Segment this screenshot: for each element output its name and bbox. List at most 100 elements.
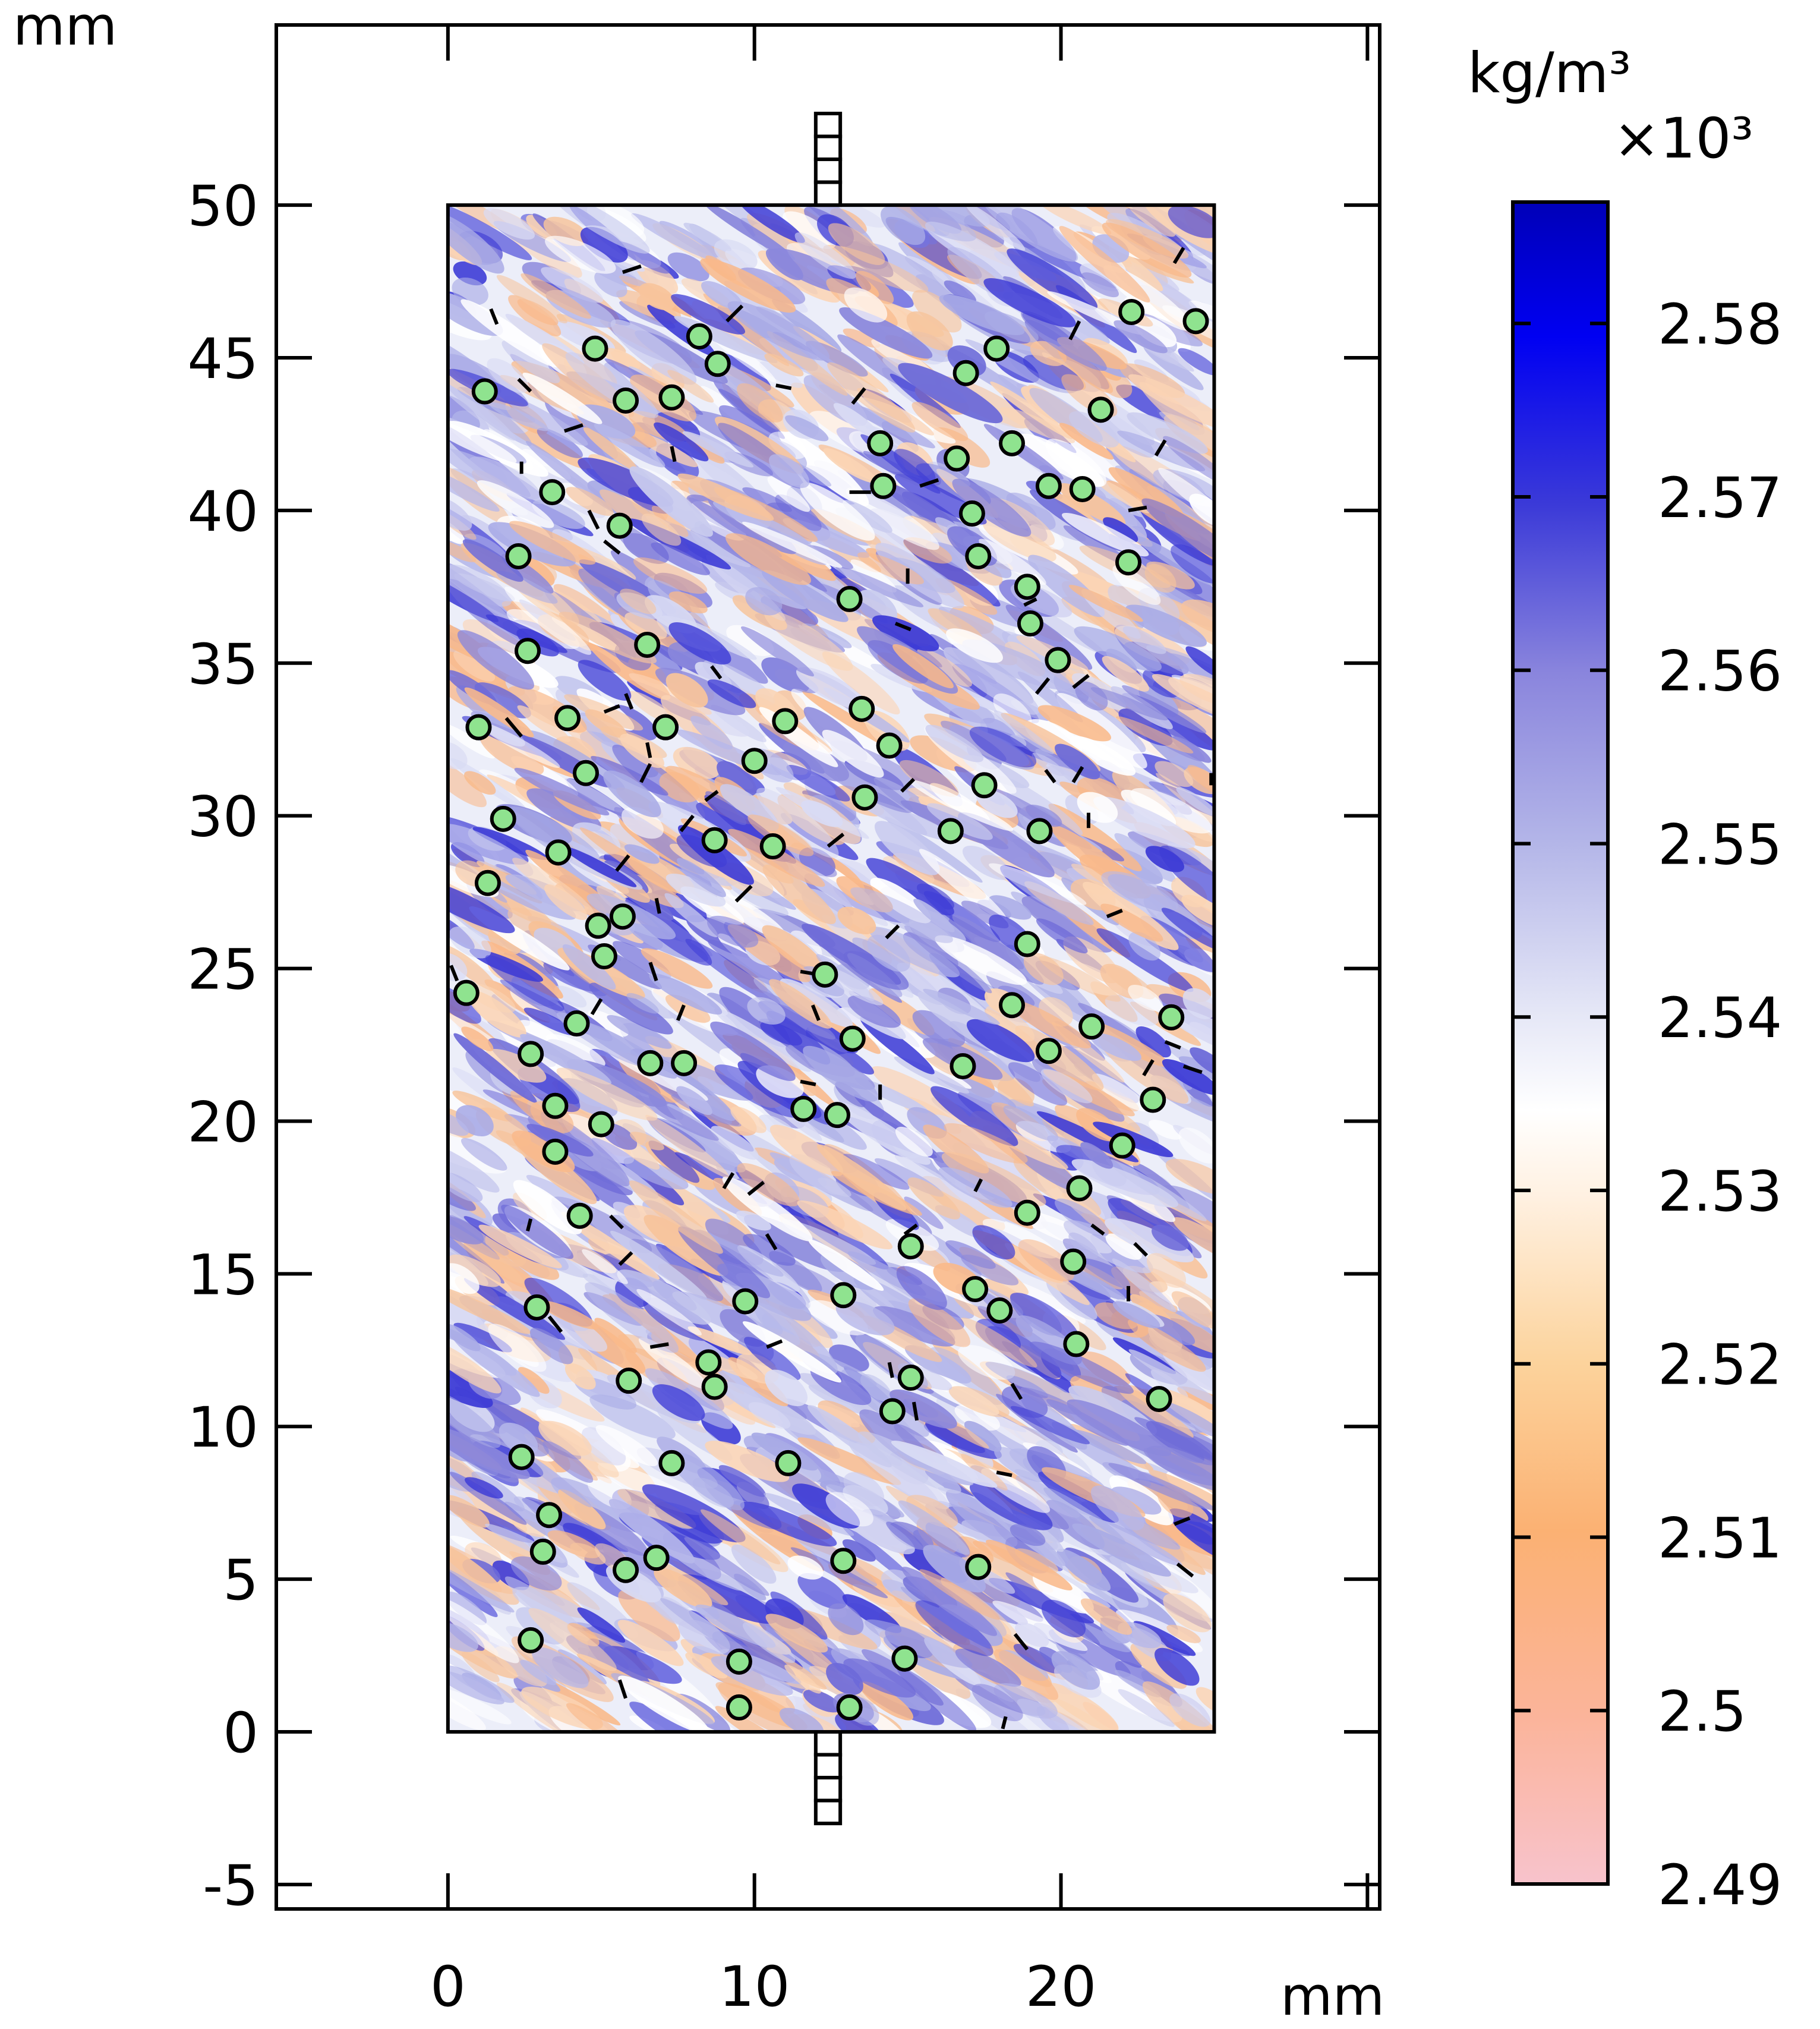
density-streak <box>1037 705 1112 742</box>
colorbar-tick-label: 2.55 <box>1658 812 1782 877</box>
aggregate-marker <box>453 979 480 1006</box>
density-streak <box>1115 716 1194 754</box>
density-streak <box>944 280 976 303</box>
density-streak <box>447 1426 530 1479</box>
density-streak <box>765 248 803 281</box>
density-streak <box>1164 697 1215 767</box>
density-streak <box>796 667 867 710</box>
aggregate-marker <box>563 1010 590 1037</box>
density-streak <box>513 1180 582 1234</box>
density-streak <box>480 732 544 776</box>
density-streak <box>651 506 689 537</box>
density-streak <box>946 628 1003 663</box>
density-streak <box>516 628 559 657</box>
aggregate-marker <box>950 1053 976 1079</box>
density-streak <box>477 721 560 768</box>
density-streak <box>1041 1599 1086 1638</box>
crack-segment <box>679 814 695 833</box>
density-streak <box>504 587 592 655</box>
crack-segment <box>1034 677 1051 695</box>
crack-segment <box>1044 768 1056 783</box>
density-streak <box>1163 436 1215 487</box>
density-streak <box>701 1509 781 1565</box>
density-streak <box>894 1155 980 1207</box>
aggregate-marker <box>542 1138 569 1165</box>
density-streak <box>544 884 588 921</box>
density-streak <box>579 827 677 894</box>
density-streak <box>892 644 954 689</box>
density-streak <box>961 1317 1037 1368</box>
crack-segment <box>609 1214 624 1230</box>
density-streak <box>1179 673 1215 707</box>
x-tick-labels: 0 10 20 <box>430 1955 1096 2019</box>
aggregate-marker <box>471 378 498 405</box>
density-streak <box>667 252 709 282</box>
density-streak <box>726 625 774 656</box>
aggregate-marker <box>1035 472 1062 499</box>
y-tick-label: -5 <box>203 1854 258 1918</box>
aggregate-marker <box>1035 1038 1062 1064</box>
density-streak <box>855 270 894 304</box>
density-streak <box>460 299 559 368</box>
density-streak <box>690 716 733 750</box>
density-streak <box>1128 985 1163 1012</box>
density-streak <box>703 294 790 366</box>
density-streak <box>1178 1127 1215 1164</box>
y-tick-label: 30 <box>187 785 258 850</box>
density-streak <box>908 1298 970 1347</box>
density-streak <box>961 1255 1019 1286</box>
density-streak <box>822 730 884 778</box>
density-streak <box>1040 1069 1093 1104</box>
density-streak <box>447 1670 504 1705</box>
density-streak <box>617 1269 711 1325</box>
density-streak <box>463 1278 566 1340</box>
crack-segment <box>676 1004 686 1022</box>
density-streak <box>488 928 521 954</box>
aggregate-marker <box>1087 396 1114 423</box>
density-streak <box>770 1591 828 1640</box>
crack-segment <box>1142 1059 1155 1076</box>
density-streak <box>1090 687 1168 721</box>
density-streak <box>447 878 515 934</box>
density-streak <box>447 496 472 531</box>
aggregate-marker <box>1158 1004 1185 1031</box>
density-streak <box>557 1078 618 1117</box>
density-streak <box>551 205 650 254</box>
density-streak <box>727 301 830 361</box>
aggregate-marker <box>643 1545 670 1571</box>
density-streak <box>762 570 849 622</box>
aggregate-marker <box>572 760 599 786</box>
x-tick-label: 20 <box>1026 1955 1097 2019</box>
aggregate-marker <box>582 335 608 362</box>
density-streak <box>1036 918 1088 954</box>
y-tick-label: 35 <box>187 632 258 697</box>
aggregate-marker <box>759 833 786 860</box>
aggregate-marker <box>508 1444 535 1470</box>
density-streak <box>779 1707 824 1732</box>
density-streak <box>1002 869 1094 925</box>
density-streak <box>651 542 710 575</box>
crack-segment <box>603 539 621 555</box>
loading-platen-cell <box>813 1776 843 1803</box>
density-streak <box>1176 787 1215 817</box>
density-streak <box>447 1141 500 1193</box>
density-streak <box>1101 871 1179 912</box>
density-streak <box>1189 1022 1215 1047</box>
aggregate-marker <box>490 805 516 832</box>
crack-segment <box>766 1339 783 1349</box>
aggregate-marker <box>790 1095 817 1122</box>
aggregate-marker <box>965 1554 992 1580</box>
density-streak <box>447 1254 501 1287</box>
density-streak <box>1155 1647 1200 1686</box>
density-streak <box>737 1163 800 1206</box>
density-streak <box>966 1019 1035 1063</box>
density-streak <box>447 1621 478 1652</box>
density-streak <box>904 1196 944 1230</box>
density-streak <box>645 1114 730 1178</box>
crack-segment <box>563 423 583 433</box>
density-streak <box>843 951 909 990</box>
density-streak <box>610 1230 708 1300</box>
density-streak <box>740 1501 837 1547</box>
density-streak <box>1007 248 1098 310</box>
density-streak <box>1114 320 1168 354</box>
